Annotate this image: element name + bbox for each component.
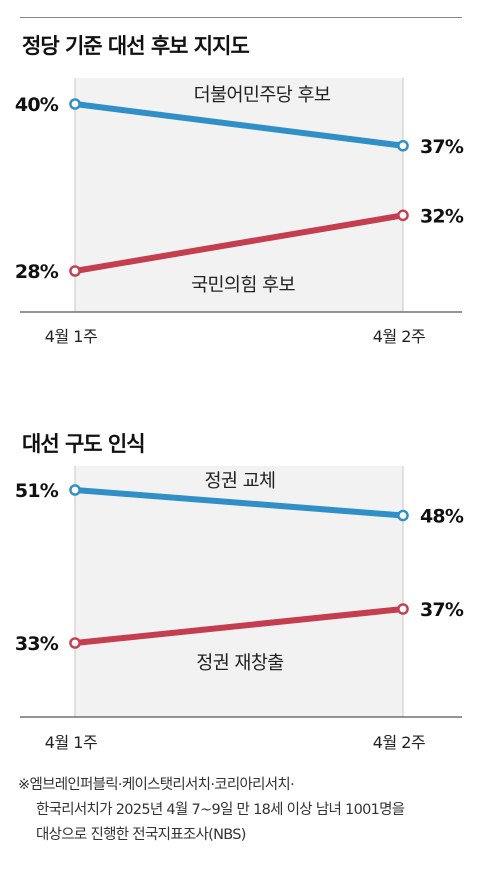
series-line: [72, 487, 406, 519]
x-tick-label: 4월 1주: [45, 733, 97, 752]
chart-1-title: 정당 기준 대선 후보 지지도: [22, 34, 250, 58]
data-label: 40%: [15, 94, 59, 116]
data-point: [69, 484, 81, 496]
data-point: [397, 139, 409, 152]
data-label: 48%: [420, 506, 464, 528]
data-label: 37%: [420, 136, 464, 158]
footnote-line-2: 한국리서치가 2025년 4월 7~9일 만 18세 이상 남녀 1001명을: [36, 802, 405, 818]
chart-1: 정당 기준 대선 후보 지지도 4월 1주 4월 2주 40% 37% 더불어민주당 후…: [0, 0, 480, 380]
footnote-line-3: 대상으로 진행한 전국지표조사(NBS): [36, 827, 246, 843]
data-label: 51%: [15, 480, 59, 502]
data-label: 37%: [420, 599, 464, 621]
series-label: 정권 재창출: [196, 653, 283, 674]
plot-area: [75, 78, 403, 312]
data-point: [69, 637, 81, 649]
data-label: 33%: [15, 633, 59, 655]
footnote: ※엠브레인퍼블릭·케이스탯리서치·코리아리서치· 한국리서치가 2025년 4월…: [18, 773, 468, 848]
plot-area: [75, 466, 403, 717]
data-label: 28%: [15, 261, 59, 283]
data-point: [69, 265, 81, 277]
data-label: 32%: [420, 205, 464, 227]
data-point: [69, 98, 81, 110]
series-line: [72, 606, 406, 646]
chart-2-title: 대선 구도 인식: [22, 432, 146, 456]
data-point: [397, 209, 409, 222]
series-line: [72, 212, 406, 274]
x-tick-label: 4월 2주: [373, 327, 425, 346]
data-point: [397, 603, 409, 615]
data-point: [397, 509, 409, 522]
footnote-line-1: ※엠브레인퍼블릭·케이스탯리서치·코리아리서치·: [18, 777, 295, 793]
series-label: 더불어민주당 후보: [194, 85, 331, 106]
chart-2-plot: 4월 1주 4월 2주 51% 48% 정권 교체 33% 37% 정권 재창출: [15, 466, 465, 752]
x-tick-label: 4월 2주: [373, 733, 425, 752]
x-tick-label: 4월 1주: [45, 327, 97, 346]
chart-1-plot: 4월 1주 4월 2주 40% 37% 더불어민주당 후보 28% 32% 국민의힘 후보: [15, 78, 465, 346]
series-line: [72, 101, 406, 149]
series-label: 정권 교체: [205, 471, 276, 492]
series-label: 국민의힘 후보: [191, 275, 295, 296]
chart-1-top-rule: [20, 17, 462, 18]
chart-2: 대선 구도 인식 4월 1주 4월 2주 51% 48% 정권 교체 33% 37% 정권 재…: [15, 432, 465, 752]
